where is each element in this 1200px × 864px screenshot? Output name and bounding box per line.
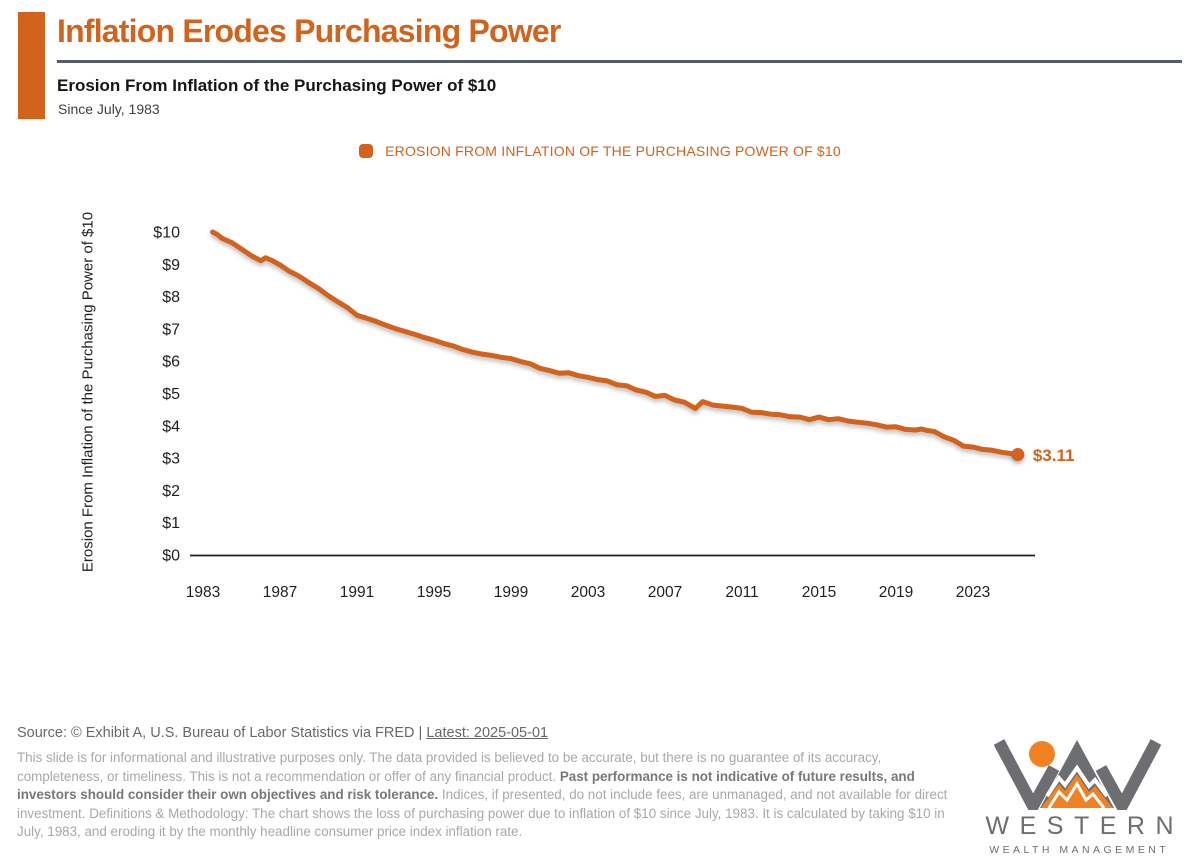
y-tick-label: $9 xyxy=(162,257,180,274)
x-tick-label: 1995 xyxy=(417,584,451,601)
logo-subtitle: WEALTH MANAGEMENT xyxy=(989,844,1170,856)
y-tick-label: $10 xyxy=(153,225,180,242)
x-tick-label: 2003 xyxy=(571,584,605,601)
x-tick-label: 1991 xyxy=(340,584,374,601)
x-tick-label: 2015 xyxy=(802,584,836,601)
x-tick-label: 2011 xyxy=(725,584,758,601)
y-tick-label: $2 xyxy=(162,483,180,500)
y-tick-label: $0 xyxy=(162,548,180,565)
x-tick-label: 2023 xyxy=(956,584,990,601)
source-text: Source: © Exhibit A, U.S. Bureau of Labo… xyxy=(17,725,427,741)
page-title: Inflation Erodes Purchasing Power xyxy=(57,13,561,49)
disclaimer-part-2: Indices, if presented, do not include fe… xyxy=(17,787,948,840)
x-tick-label: 2019 xyxy=(879,584,913,601)
y-tick-label: $4 xyxy=(162,418,180,435)
source-line: Source: © Exhibit A, U.S. Bureau of Labo… xyxy=(17,725,548,741)
disclaimer-part-1: This slide is for informational and illu… xyxy=(17,750,882,784)
chart-legend: EROSION FROM INFLATION OF THE PURCHASING… xyxy=(0,143,1200,159)
chart-period: Since July, 1983 xyxy=(58,101,160,117)
x-tick-label: 2007 xyxy=(648,584,682,601)
y-tick-label: $5 xyxy=(162,386,180,403)
y-tick-label: $8 xyxy=(162,289,180,306)
y-tick-label: $6 xyxy=(162,354,180,371)
disclaimer-bold: Past performance is not indicative of fu… xyxy=(17,768,915,803)
legend-marker-icon xyxy=(359,144,374,158)
y-tick-label: $3 xyxy=(162,451,180,468)
endpoint-value-label: $3.11 xyxy=(1033,446,1075,465)
endpoint-dot-icon xyxy=(1011,448,1025,462)
y-tick-label: $7 xyxy=(162,321,180,338)
logo-name: WESTERN xyxy=(985,812,1184,840)
mountain-logo-icon xyxy=(993,739,1162,810)
erosion-line-series xyxy=(210,229,1021,457)
chart-subtitle: Erosion From Inflation of the Purchasing… xyxy=(57,76,497,95)
accent-bar xyxy=(18,12,45,119)
western-wealth-management-logo: WESTERN WEALTH MANAGEMENT xyxy=(975,738,1180,856)
y-tick-label: $1 xyxy=(162,515,180,532)
disclaimer-text: This slide is for informational and illu… xyxy=(17,749,955,842)
x-tick-label: 1983 xyxy=(186,584,220,601)
title-divider xyxy=(57,60,1182,63)
erosion-line-chart: $10 $9 $8 $7 $6 $5 $4 $3 $2 $1 $0 1983 1987 1991 1995 1… xyxy=(153,225,1075,602)
source-latest-link[interactable]: Latest: 2025-05-01 xyxy=(426,725,549,741)
legend-label: EROSION FROM INFLATION OF THE PURCHASING… xyxy=(385,143,841,159)
x-tick-label: 1999 xyxy=(494,584,528,601)
x-tick-label: 1987 xyxy=(263,584,297,601)
